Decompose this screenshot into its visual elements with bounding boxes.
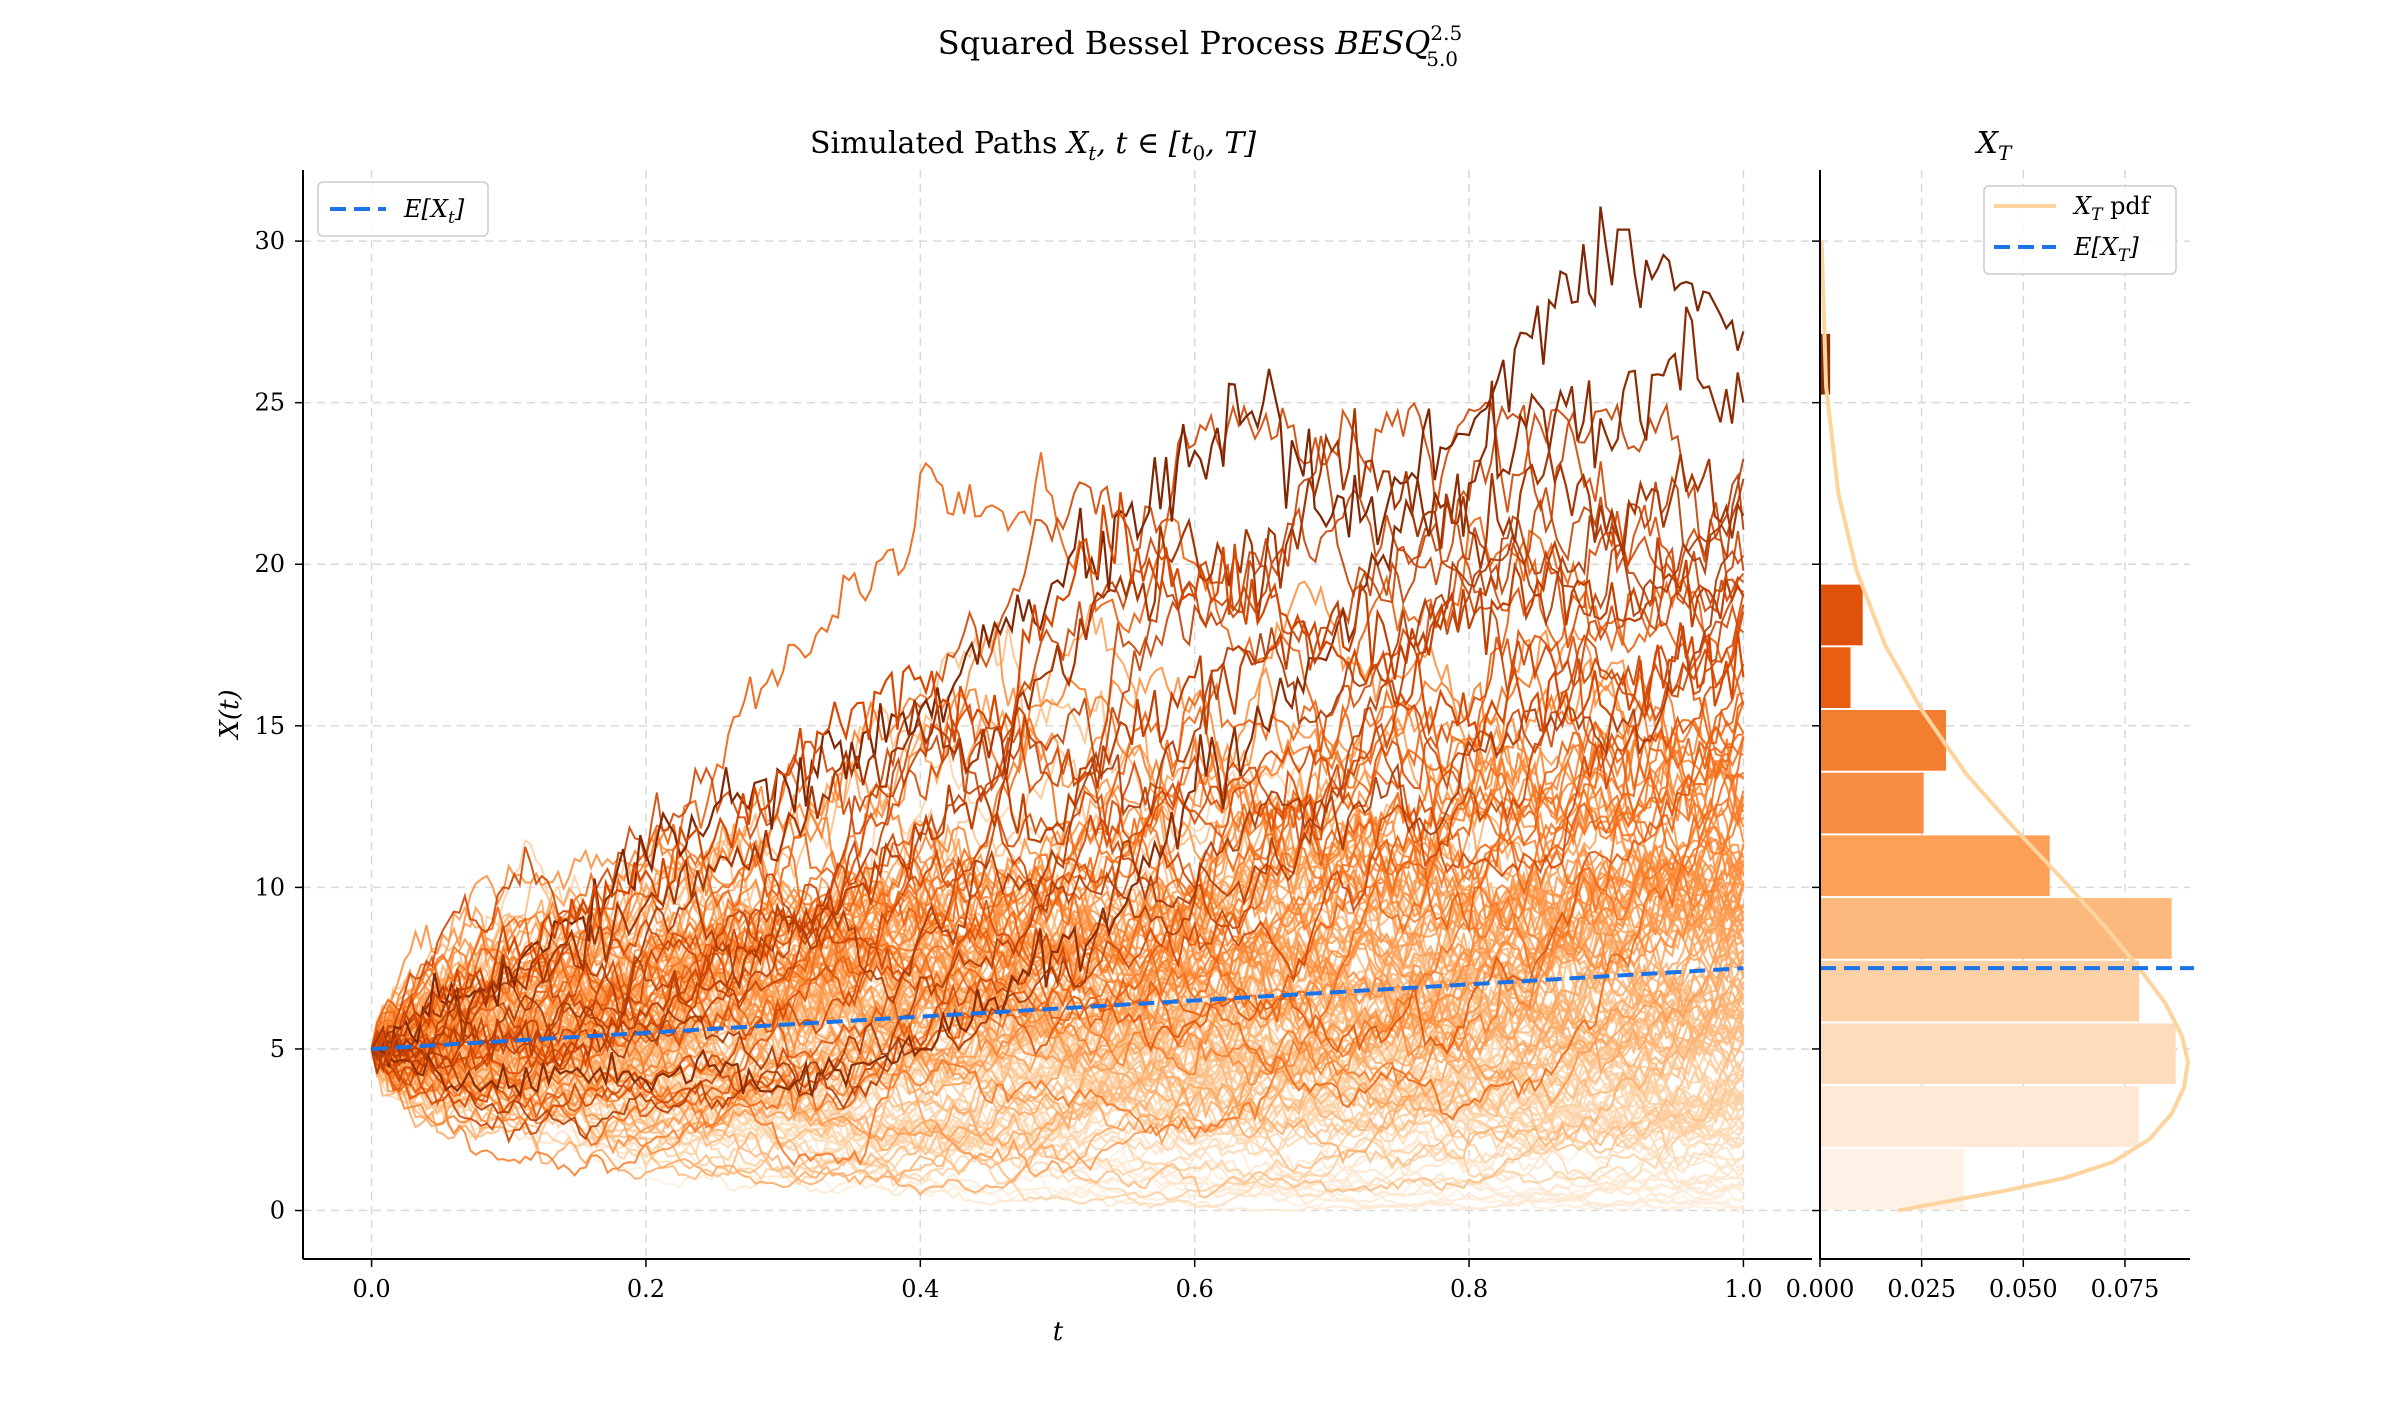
main-y-ticks: 0 5 10 15 20 25 30 bbox=[254, 227, 303, 1225]
main-y-tick-label: 25 bbox=[254, 389, 285, 417]
simulated-path bbox=[370, 472, 1745, 1141]
histogram-bar bbox=[1820, 647, 1851, 709]
highlighted-path bbox=[371, 537, 1745, 1074]
side-x-tick-label: 0.050 bbox=[1989, 1275, 2058, 1303]
simulated-path bbox=[370, 956, 1744, 1197]
side-x-tick-label: 0.075 bbox=[2091, 1275, 2160, 1303]
main-y-axis-label: X(t) bbox=[215, 689, 245, 740]
simulated-path bbox=[370, 687, 1745, 1061]
main-x-tick-label: 0.8 bbox=[1450, 1275, 1488, 1303]
simulated-paths bbox=[370, 401, 1745, 1212]
simulated-path bbox=[371, 401, 1745, 1059]
main-x-ticks: 0.0 0.2 0.4 0.6 0.8 1.0 bbox=[353, 1259, 1762, 1303]
main-x-axis-label: t bbox=[1053, 1317, 1064, 1347]
simulated-path bbox=[370, 458, 1745, 1098]
main-legend-label: E[Xt] bbox=[403, 195, 465, 228]
side-x-tick-label: 0.000 bbox=[1786, 1275, 1855, 1303]
histogram-bar bbox=[1820, 960, 2140, 1022]
histogram-bar bbox=[1820, 898, 2172, 959]
main-y-tick-label: 30 bbox=[254, 227, 285, 255]
histogram-bar bbox=[1820, 1148, 1965, 1210]
histogram-bar bbox=[1820, 1086, 2140, 1147]
simulated-path bbox=[370, 772, 1744, 1050]
histogram-bar bbox=[1820, 710, 1947, 771]
figure-suptitle: Squared Bessel Process BESQ2.5 5.0 bbox=[938, 21, 1462, 71]
side-panel: 0.000 0.025 0.050 0.075 XT pdf E[XT] bbox=[1786, 170, 2194, 1303]
main-legend-box bbox=[317, 181, 489, 237]
main-panel: 0.0 0.2 0.4 0.6 0.8 1.0 0 5 10 15 20 25 30 t X(t) E… bbox=[215, 170, 1812, 1347]
simulated-path bbox=[371, 404, 1745, 1077]
main-panel-title: Simulated Paths Xt, t ∈ [t0, T] bbox=[810, 126, 1256, 165]
main-x-tick-label: 0.0 bbox=[353, 1275, 391, 1303]
simulated-path bbox=[371, 745, 1745, 1167]
histogram-bars bbox=[1820, 333, 2176, 1210]
expected-value-line bbox=[371, 966, 1744, 1051]
main-y-tick-label: 15 bbox=[254, 712, 285, 740]
simulated-path bbox=[370, 401, 1744, 1062]
histogram-bar bbox=[1820, 1023, 2176, 1085]
side-x-ticks: 0.000 0.025 0.050 0.075 bbox=[1786, 1259, 2160, 1303]
simulated-path bbox=[370, 602, 1745, 1114]
highlighted-path bbox=[371, 206, 1745, 1068]
histogram-bar bbox=[1820, 772, 1924, 834]
main-legend: E[Xt] bbox=[317, 181, 489, 237]
main-y-tick-label: 10 bbox=[254, 873, 285, 901]
simulated-path bbox=[370, 903, 1745, 1178]
main-x-tick-label: 0.4 bbox=[901, 1275, 939, 1303]
side-legend-pdf-label: XT pdf bbox=[2072, 192, 2152, 225]
main-x-tick-label: 1.0 bbox=[1724, 1275, 1762, 1303]
simulated-path bbox=[370, 488, 1745, 1084]
simulated-path bbox=[370, 970, 1745, 1184]
simulated-path bbox=[370, 966, 1744, 1152]
simulated-path bbox=[370, 949, 1745, 1179]
side-legend-mean-label: E[XT] bbox=[2073, 233, 2139, 266]
simulated-path bbox=[370, 516, 1745, 1060]
simulated-path bbox=[370, 663, 1745, 1121]
highlighted-path bbox=[371, 306, 1745, 1099]
pdf-curve bbox=[1819, 241, 2191, 1213]
main-y-tick-label: 5 bbox=[270, 1035, 285, 1063]
side-panel-title: XT bbox=[1975, 126, 2013, 165]
main-x-tick-label: 0.6 bbox=[1176, 1275, 1214, 1303]
histogram-bar bbox=[1820, 835, 2050, 897]
simulated-path bbox=[370, 665, 1744, 1101]
simulated-path bbox=[370, 593, 1745, 1145]
main-y-tick-label: 20 bbox=[254, 550, 285, 578]
side-y-ticks bbox=[1812, 240, 1820, 1212]
side-legend: XT pdf E[XT] bbox=[1983, 185, 2177, 275]
highlighted-paths bbox=[370, 206, 1745, 1099]
histogram-bar bbox=[1820, 584, 1863, 646]
side-x-tick-label: 0.025 bbox=[1887, 1275, 1956, 1303]
main-x-tick-label: 0.2 bbox=[627, 1275, 665, 1303]
highlighted-path bbox=[371, 492, 1745, 1063]
main-y-tick-label: 0 bbox=[270, 1197, 285, 1225]
